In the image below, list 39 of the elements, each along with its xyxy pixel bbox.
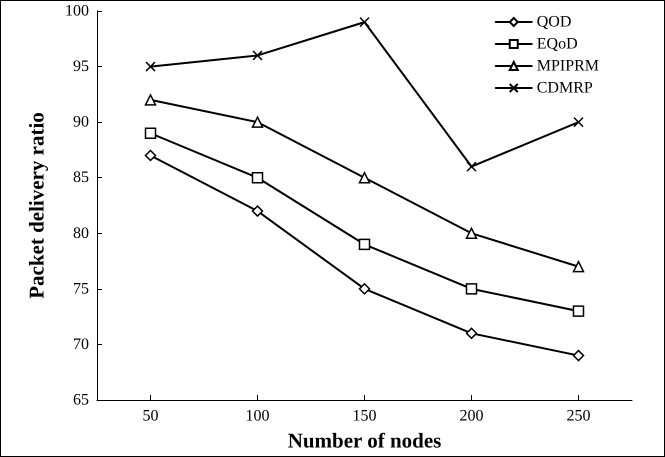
point bbox=[252, 50, 263, 61]
y-tick-label: 75 bbox=[73, 280, 89, 298]
point bbox=[572, 260, 584, 272]
x-tick-label: 200 bbox=[460, 408, 484, 424]
point bbox=[252, 205, 264, 217]
point bbox=[572, 350, 584, 362]
x-tick-label: 50 bbox=[142, 408, 158, 424]
point bbox=[466, 161, 477, 172]
point bbox=[466, 328, 478, 340]
legend-label: CDMRP bbox=[536, 80, 593, 96]
y-axis-title: Packet delivery ratio bbox=[24, 112, 48, 299]
y-tick-label: 90 bbox=[73, 114, 89, 131]
point bbox=[572, 305, 584, 317]
point bbox=[466, 228, 478, 240]
y-tick-label: 85 bbox=[73, 169, 89, 186]
legend-label: MPIPRM bbox=[536, 58, 599, 74]
point bbox=[144, 128, 156, 140]
legend-label: EQoD bbox=[536, 36, 578, 52]
point bbox=[144, 150, 156, 162]
point bbox=[573, 116, 584, 128]
point bbox=[358, 283, 370, 295]
point bbox=[145, 61, 156, 72]
x-axis-title: Number of nodes bbox=[288, 428, 442, 452]
x-tick-label: 250 bbox=[566, 408, 590, 424]
point bbox=[359, 16, 370, 28]
y-tick-label: 65 bbox=[73, 392, 89, 408]
point bbox=[144, 94, 156, 106]
y-tick-label: 80 bbox=[73, 224, 89, 242]
point bbox=[358, 172, 370, 184]
x-tick-label: 100 bbox=[246, 408, 270, 424]
point bbox=[358, 238, 370, 250]
point bbox=[252, 116, 264, 128]
y-tick-label: 70 bbox=[73, 336, 89, 353]
point bbox=[252, 172, 264, 184]
x-tick-label: 150 bbox=[352, 408, 376, 424]
legend-label: QOD bbox=[536, 14, 572, 30]
y-tick-label: 95 bbox=[73, 58, 89, 76]
point bbox=[466, 283, 478, 295]
y-tick-label: 100 bbox=[65, 2, 89, 20]
